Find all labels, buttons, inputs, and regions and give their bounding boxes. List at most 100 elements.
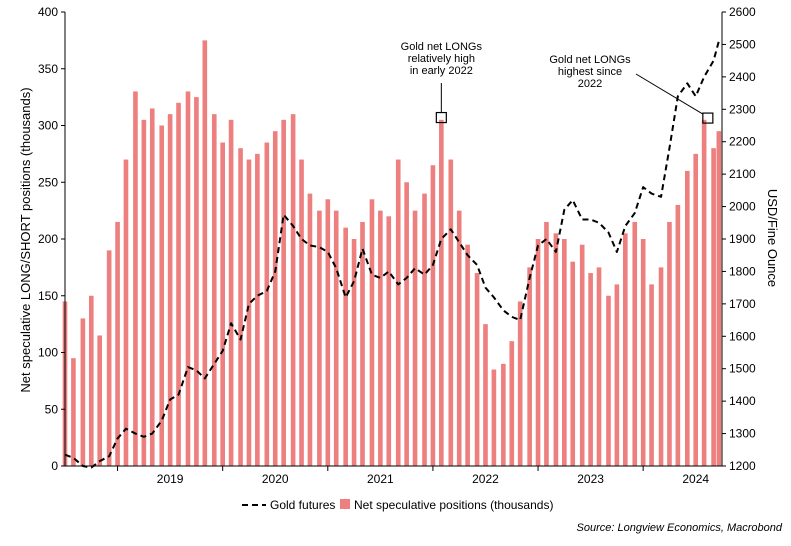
- net-position-bar: [343, 227, 348, 466]
- net-position-bar: [430, 165, 436, 467]
- annotation-text-2022: Gold net LONGs relatively high in early 20…: [401, 41, 483, 77]
- right-tick-label: 2300: [729, 102, 756, 116]
- legend-net-positions-label: Net speculative positions (thousands): [354, 498, 553, 512]
- net-position-bar: [395, 159, 401, 467]
- net-position-bar: [439, 119, 444, 466]
- net-position-bar: [693, 153, 699, 467]
- left-tick-label: 350: [38, 62, 58, 76]
- net-position-bar: [202, 40, 208, 467]
- net-position-bar: [483, 324, 488, 467]
- net-position-bar: [509, 341, 515, 466]
- net-position-bar: [211, 114, 217, 467]
- left-tick-label: 300: [38, 119, 58, 133]
- net-position-bar: [185, 91, 191, 466]
- net-position-bar: [527, 267, 532, 467]
- net-position-bar: [553, 233, 559, 466]
- left-tick-label: 200: [38, 232, 58, 246]
- net-position-bar: [474, 273, 480, 466]
- x-tick-label: 2019: [157, 472, 184, 486]
- left-tick-label: 50: [45, 402, 59, 416]
- right-ticks: 1200 1300 1400 1500 1600 1700 1800 1900 2000 2100…: [722, 5, 756, 473]
- legend-net-positions-swatch: [340, 499, 350, 509]
- net-position-bar: [272, 131, 278, 467]
- left-ticks: 0 50 100 150 200 250 300 350 400: [38, 5, 65, 473]
- left-tick-label: 250: [38, 175, 58, 189]
- right-tick-label: 2500: [729, 37, 756, 51]
- net-position-bar: [579, 244, 585, 466]
- right-tick-label: 2200: [729, 135, 756, 149]
- net-position-bar: [88, 295, 94, 466]
- right-tick-label: 1700: [729, 297, 756, 311]
- annotation-text-2024: Gold net LONGs highest since 2022: [549, 54, 631, 90]
- net-position-bar: [614, 284, 620, 466]
- net-position-bar: [640, 239, 646, 466]
- net-position-bar: [716, 131, 722, 467]
- line-layer: [64, 40, 720, 469]
- left-tick-label: 400: [38, 5, 58, 19]
- net-position-bar: [422, 193, 427, 466]
- right-axis-title: USD/Fine Ounce: [765, 189, 780, 287]
- net-position-bar: [228, 119, 234, 466]
- net-position-bar: [299, 159, 304, 467]
- net-position-bar: [465, 244, 470, 466]
- left-tick-label: 150: [38, 289, 58, 303]
- x-tick-label: 2020: [262, 472, 289, 486]
- net-position-bar: [570, 261, 576, 466]
- x-ticks: 2019 2020 2021 2022 2023 2024: [117, 466, 709, 486]
- net-position-bar: [685, 170, 690, 466]
- annotation-marker-2024: [702, 112, 714, 124]
- annotations-layer: Gold net LONGs relatively high in early 20…: [401, 41, 714, 124]
- right-tick-label: 1200: [729, 459, 756, 473]
- x-tick-label: 2024: [682, 472, 709, 486]
- right-tick-label: 2400: [729, 70, 756, 84]
- bars-layer: [62, 40, 722, 467]
- net-position-bar: [649, 284, 654, 466]
- net-position-bar: [141, 119, 147, 466]
- net-position-bar: [622, 233, 628, 466]
- net-position-bar: [517, 301, 523, 466]
- right-tick-label: 2100: [729, 167, 756, 181]
- left-tick-label: 0: [51, 459, 58, 473]
- net-position-bar: [80, 318, 86, 466]
- right-tick-label: 2600: [729, 5, 756, 19]
- net-position-bar: [115, 221, 120, 466]
- net-position-bar: [106, 250, 112, 466]
- net-position-bar: [562, 239, 567, 466]
- right-tick-label: 1800: [729, 264, 756, 278]
- right-tick-label: 1500: [729, 362, 756, 376]
- right-tick-label: 1300: [729, 427, 756, 441]
- net-position-bar: [255, 153, 260, 467]
- net-position-bar: [149, 108, 155, 466]
- net-position-bar: [711, 148, 716, 466]
- right-tick-label: 1400: [729, 394, 756, 408]
- net-position-bar: [667, 221, 672, 466]
- net-position-bar: [97, 335, 103, 466]
- left-axis-title: Net speculative LONG/SHORT positions (th…: [18, 87, 33, 392]
- net-position-bar: [501, 363, 506, 466]
- net-position-bar: [701, 119, 707, 466]
- net-position-bar: [606, 295, 611, 466]
- right-tick-label: 1900: [729, 232, 756, 246]
- x-tick-label: 2022: [472, 472, 499, 486]
- net-position-bar: [404, 182, 409, 466]
- net-position-bar: [588, 273, 593, 466]
- x-tick-label: 2023: [577, 472, 604, 486]
- net-position-bar: [456, 210, 462, 467]
- net-position-bar: [360, 221, 365, 466]
- net-position-bar: [159, 125, 165, 466]
- net-position-bar: [307, 193, 313, 466]
- net-position-bar: [325, 199, 331, 466]
- net-position-bar: [71, 358, 76, 466]
- net-position-bar: [675, 204, 681, 466]
- net-position-bar: [544, 221, 549, 466]
- net-position-bar: [220, 142, 225, 466]
- net-position-bar: [351, 239, 357, 466]
- gold-futures-line: [64, 40, 720, 469]
- net-position-bar: [658, 267, 664, 467]
- annotation-leader-2024: [635, 73, 704, 115]
- net-position-bar: [167, 114, 173, 467]
- net-position-bar: [281, 119, 286, 466]
- legend: Gold futures Net speculative positions (…: [242, 498, 553, 512]
- net-position-bar: [378, 210, 383, 467]
